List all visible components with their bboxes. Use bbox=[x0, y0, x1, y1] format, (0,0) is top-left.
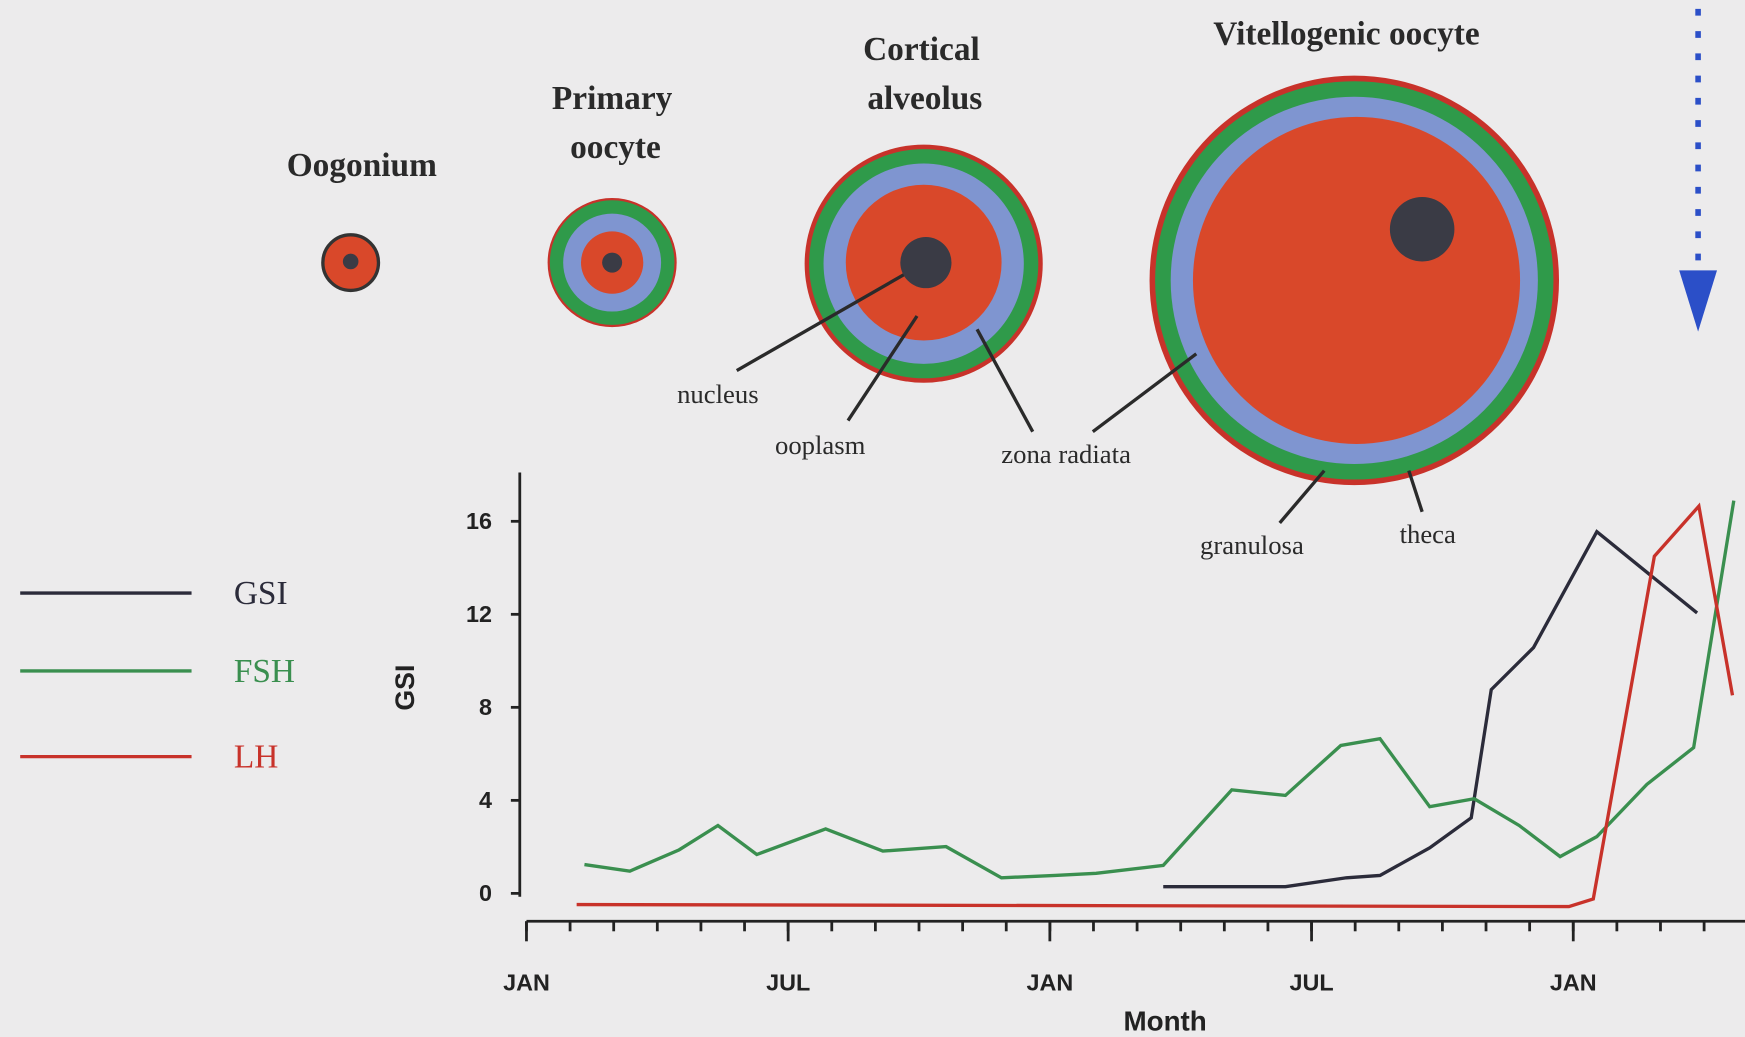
primary-oocyte bbox=[547, 198, 677, 328]
stage-title: Vitellogenic oocyte bbox=[1213, 16, 1479, 53]
legend-label: GSI bbox=[234, 575, 288, 612]
x-tick-label: JUL bbox=[766, 969, 810, 995]
x-tick-label: JAN bbox=[1026, 969, 1073, 995]
legend-label: FSH bbox=[234, 653, 295, 690]
y-tick-label: 4 bbox=[479, 787, 492, 813]
x-axis-title: Month bbox=[1123, 1005, 1206, 1036]
stage-title: Oogonium bbox=[287, 147, 437, 184]
series-line bbox=[576, 502, 1735, 909]
series-line bbox=[1163, 529, 1699, 889]
part-label: nucleus bbox=[677, 379, 759, 409]
y-tick-label: 0 bbox=[479, 880, 492, 906]
x-tick-label: JAN bbox=[1550, 969, 1597, 995]
vitellogenic-oocyte bbox=[1149, 75, 1560, 486]
chart: 0 4 8 12 16 JAN JUL JAN JUL JAN Month GSI GSI FSH LH bbox=[20, 472, 1745, 1036]
x-tick-label: JAN bbox=[503, 969, 550, 995]
arrow bbox=[1679, 8, 1718, 332]
leader-lines bbox=[735, 273, 1424, 525]
stage-title: Primary bbox=[552, 80, 673, 117]
stage-title: oocyte bbox=[570, 129, 661, 166]
oogonium bbox=[321, 233, 381, 293]
y-tick-label: 16 bbox=[466, 508, 492, 534]
x-tick-label: JUL bbox=[1289, 969, 1333, 995]
part-label: theca bbox=[1400, 519, 1456, 549]
part-label: zona radiata bbox=[1001, 439, 1131, 469]
y-axis-title: GSI bbox=[390, 665, 420, 711]
stage-title: alveolus bbox=[867, 80, 982, 117]
cortical-alveolus bbox=[804, 144, 1043, 383]
part-label: granulosa bbox=[1200, 530, 1304, 560]
legend-label: LH bbox=[234, 739, 278, 776]
stage-title: Cortical bbox=[863, 31, 980, 68]
part-label: ooplasm bbox=[775, 430, 866, 460]
series-line bbox=[584, 500, 1736, 880]
y-tick-label: 12 bbox=[466, 601, 492, 627]
y-tick-label: 8 bbox=[479, 694, 492, 720]
